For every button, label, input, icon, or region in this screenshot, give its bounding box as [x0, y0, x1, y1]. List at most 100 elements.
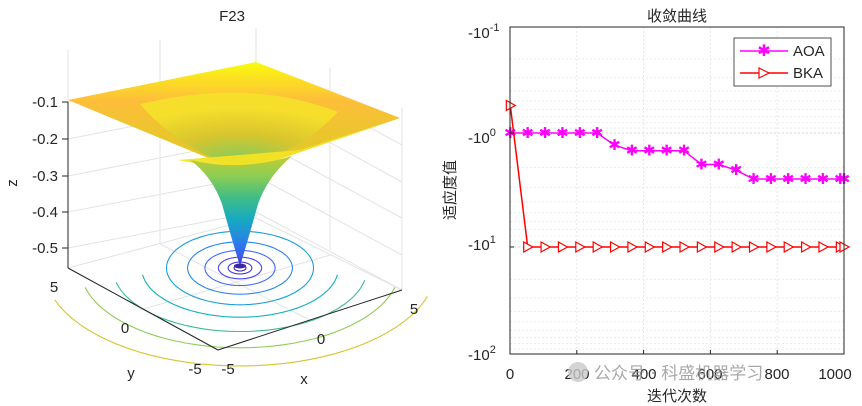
surface-funnel — [190, 156, 292, 266]
surface-axes — [62, 101, 403, 351]
z-tick-label: -0.5 — [32, 240, 58, 257]
data-point-bka — [557, 240, 569, 254]
data-point-bka — [662, 240, 673, 254]
data-point-aoa: ✱ — [834, 170, 847, 188]
data-point-bka — [505, 99, 517, 112]
surface-front-face — [178, 118, 400, 172]
y-axis-label: y — [127, 365, 135, 382]
y-tick-label: -102 — [468, 344, 496, 364]
data-point-aoa: ✱ — [695, 156, 708, 174]
x-axis-label: x — [300, 371, 308, 388]
data-point-aoa: ✱ — [591, 124, 604, 142]
y-tick-base: -10 — [468, 237, 490, 254]
data-point-bka — [540, 240, 552, 254]
y-tick-label: 0 — [121, 320, 129, 337]
surface-minimum — [234, 263, 246, 269]
convergence-plot: ✱ ✱ ✱ ✱ ✱ ✱✱ ✱ ✱ ✱ ✱✱ ✱ ✱ ✱ ✱ ✱ ✱ ✱ ✱✱ 收敛曲线 迭代次数 适应度值 -10… — [441, 7, 852, 405]
data-point-bka — [523, 240, 534, 254]
x-tick-label: 0 — [506, 366, 514, 383]
contour-line — [165, 230, 315, 306]
contour-line — [54, 296, 428, 367]
y-tick-label: -10-1 — [468, 22, 499, 42]
convergence-x-label: 迭代次数 — [647, 387, 707, 405]
surface-bowl — [140, 92, 338, 168]
y-tick-label: -100 — [468, 127, 496, 147]
contour-line — [217, 256, 263, 280]
data-point-aoa: ✱ — [712, 156, 725, 174]
data-point-bka — [679, 240, 691, 254]
data-point-aoa: ✱ — [799, 170, 812, 188]
y-tick-label: -101 — [468, 234, 496, 254]
convergence-y-label: 适应度值 — [441, 160, 459, 220]
y-tick-exp: -1 — [490, 22, 500, 34]
y-tick-exp: 2 — [490, 344, 496, 356]
data-point-aoa: ✱ — [556, 124, 569, 142]
convergence-ticks — [509, 26, 845, 355]
data-point-bka — [696, 240, 708, 254]
data-point-aoa: ✱ — [765, 170, 778, 188]
x-tick-label: 400 — [631, 366, 656, 383]
contour-line — [84, 287, 396, 349]
data-point-bka — [592, 240, 604, 254]
data-point-bka — [800, 240, 812, 254]
x-tick-label: -5 — [221, 361, 234, 378]
data-point-bka — [644, 240, 656, 254]
contour-line — [227, 261, 253, 275]
legend-label-bka: BKA — [793, 65, 823, 82]
y-tick-base: -10 — [468, 130, 490, 147]
data-point-bka — [609, 240, 621, 254]
legend-label-aoa: AOA — [793, 43, 825, 60]
legend-box — [733, 37, 832, 87]
z-tick-label: -0.3 — [32, 168, 58, 185]
data-point-bka — [748, 240, 760, 254]
legend-marker-aoa: ✱ — [757, 43, 770, 60]
x-tick-label: 5 — [410, 301, 418, 318]
series-line-aoa — [510, 132, 844, 180]
y-tick-label: -5 — [188, 361, 201, 378]
data-point-aoa: ✱ — [574, 124, 587, 142]
data-point-aoa: ✱ — [730, 161, 743, 179]
data-point-aoa: ✱ — [678, 142, 691, 160]
watermark: 公众号 · 科盛机器学习 — [568, 362, 763, 384]
data-point-bka — [731, 240, 743, 254]
y-tick-label: 5 — [50, 279, 58, 296]
surface-title: F23 — [219, 8, 245, 25]
data-point-aoa: ✱ — [539, 124, 552, 142]
x-tick-label: 800 — [764, 366, 789, 383]
data-point-aoa: ✱ — [782, 170, 795, 188]
legend-marker-bka — [758, 67, 771, 79]
legend: ✱ AOA BKA — [733, 37, 832, 87]
y-tick-exp: 1 — [490, 234, 496, 246]
y-tick-labels: -10-1 -100 -101 -102 — [468, 22, 499, 364]
y-tick-base: -10 — [468, 347, 490, 364]
z-axis-label: z — [4, 179, 21, 187]
surface-plot: F23 -0.1 -0.2 -0.3 -0.4 -0.5 z 5 0 -5 y … — [4, 8, 428, 388]
x-tick-label: 600 — [697, 366, 722, 383]
data-point-bka — [575, 240, 587, 254]
convergence-title: 收敛曲线 — [647, 7, 707, 25]
data-point-bka — [714, 240, 725, 254]
data-point-aoa: ✱ — [660, 142, 673, 160]
convergence-series: ✱ ✱ ✱ ✱ ✱ ✱✱ ✱ ✱ ✱ ✱✱ ✱ ✱ ✱ ✱ ✱ ✱ ✱ ✱✱ — [504, 99, 850, 254]
data-point-bka — [627, 240, 639, 254]
z-tick-label: -0.2 — [32, 131, 58, 148]
data-point-aoa: ✱ — [643, 142, 656, 160]
x-tick-label: 0 — [317, 331, 325, 348]
watermark-text: 公众号 · 科盛机器学习 — [594, 364, 763, 384]
x-tick-label: 1000 — [818, 366, 851, 383]
data-point-bka — [818, 240, 830, 254]
data-point-aoa: ✱ — [626, 142, 639, 160]
y-tick-exp: 0 — [490, 127, 496, 139]
z-tick-label: -0.4 — [32, 204, 58, 221]
y-tick-base: -10 — [468, 25, 490, 42]
data-point-aoa: ✱ — [521, 124, 534, 142]
data-point-aoa: ✱ — [817, 170, 830, 188]
contour-line — [142, 274, 338, 318]
contour-line — [187, 241, 293, 295]
plot-frame — [509, 26, 845, 355]
data-point-bka — [783, 240, 795, 254]
data-point-bka — [766, 240, 778, 254]
data-point-aoa: ✱ — [608, 136, 621, 154]
contour-line — [204, 249, 276, 287]
